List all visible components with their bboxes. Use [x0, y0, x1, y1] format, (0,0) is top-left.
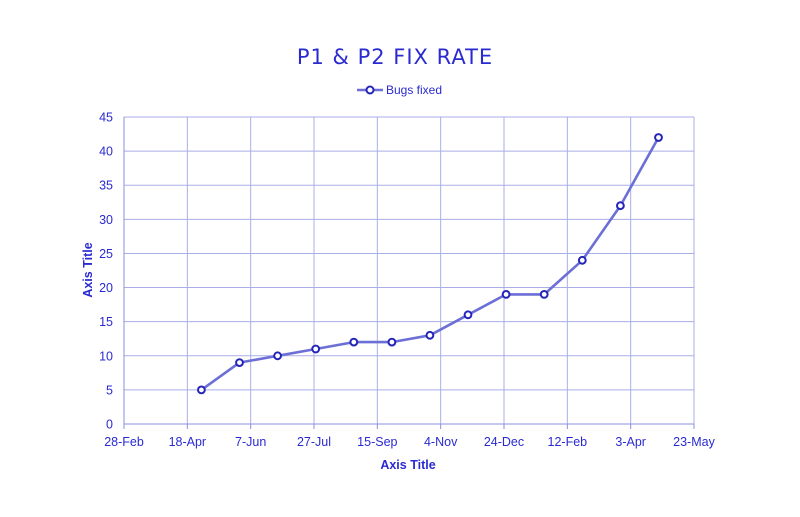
x-tick-labels: 28-Feb 18-Apr 7-Jun 27-Jul 15-Sep 4-Nov 24-Dec…	[104, 435, 715, 449]
y-tick-label: 40	[99, 145, 113, 159]
x-tick-label: 28-Feb	[104, 435, 144, 449]
y-tick-label: 20	[99, 281, 113, 295]
data-point	[235, 358, 244, 368]
data-point	[273, 351, 283, 361]
x-tick-label: 23-May	[673, 435, 715, 449]
data-point	[387, 337, 397, 347]
y-tick-label: 25	[99, 247, 113, 261]
data-point	[425, 330, 435, 340]
y-tick-label: 5	[106, 383, 113, 397]
legend-label: Bugs fixed	[386, 83, 442, 97]
data-point	[616, 201, 625, 211]
data-point	[654, 133, 663, 142]
series-bugs-fixed	[197, 133, 663, 395]
x-tick-label: 15-Sep	[357, 435, 397, 449]
x-tick-label: 18-Apr	[169, 435, 207, 449]
x-tick-label: 24-Dec	[484, 435, 524, 449]
y-tick-labels: 0 5 10 15 20 25 30 35 40 45	[99, 111, 113, 432]
x-axis-title: Axis Title	[380, 458, 435, 472]
y-tick-label: 30	[99, 213, 113, 227]
y-tick-label: 0	[106, 418, 113, 432]
chart-title: P1 & P2 FIX RATE	[297, 45, 493, 69]
y-tick-label: 35	[99, 179, 113, 193]
data-point	[501, 290, 511, 299]
y-axis-title: Axis Title	[81, 242, 95, 297]
y-tick-label: 15	[99, 315, 113, 329]
x-tick-label: 12-Feb	[548, 435, 588, 449]
y-tick-label: 45	[99, 111, 113, 125]
axes	[123, 117, 695, 429]
data-point	[349, 337, 359, 347]
grid	[124, 116, 695, 424]
legend: Bugs fixed	[357, 83, 442, 97]
data-point	[577, 255, 587, 265]
data-point	[197, 385, 206, 395]
data-point	[539, 290, 549, 299]
data-point	[463, 310, 473, 320]
y-tick-label: 10	[99, 349, 113, 363]
x-tick-label: 3-Apr	[615, 435, 646, 449]
series-line	[200, 136, 660, 391]
legend-marker-swatch	[365, 85, 375, 95]
x-tick-label: 4-Nov	[424, 435, 458, 449]
data-point	[311, 344, 321, 354]
x-tick-label: 7-Jun	[235, 435, 266, 449]
x-tick-label: 27-Jul	[297, 435, 331, 449]
